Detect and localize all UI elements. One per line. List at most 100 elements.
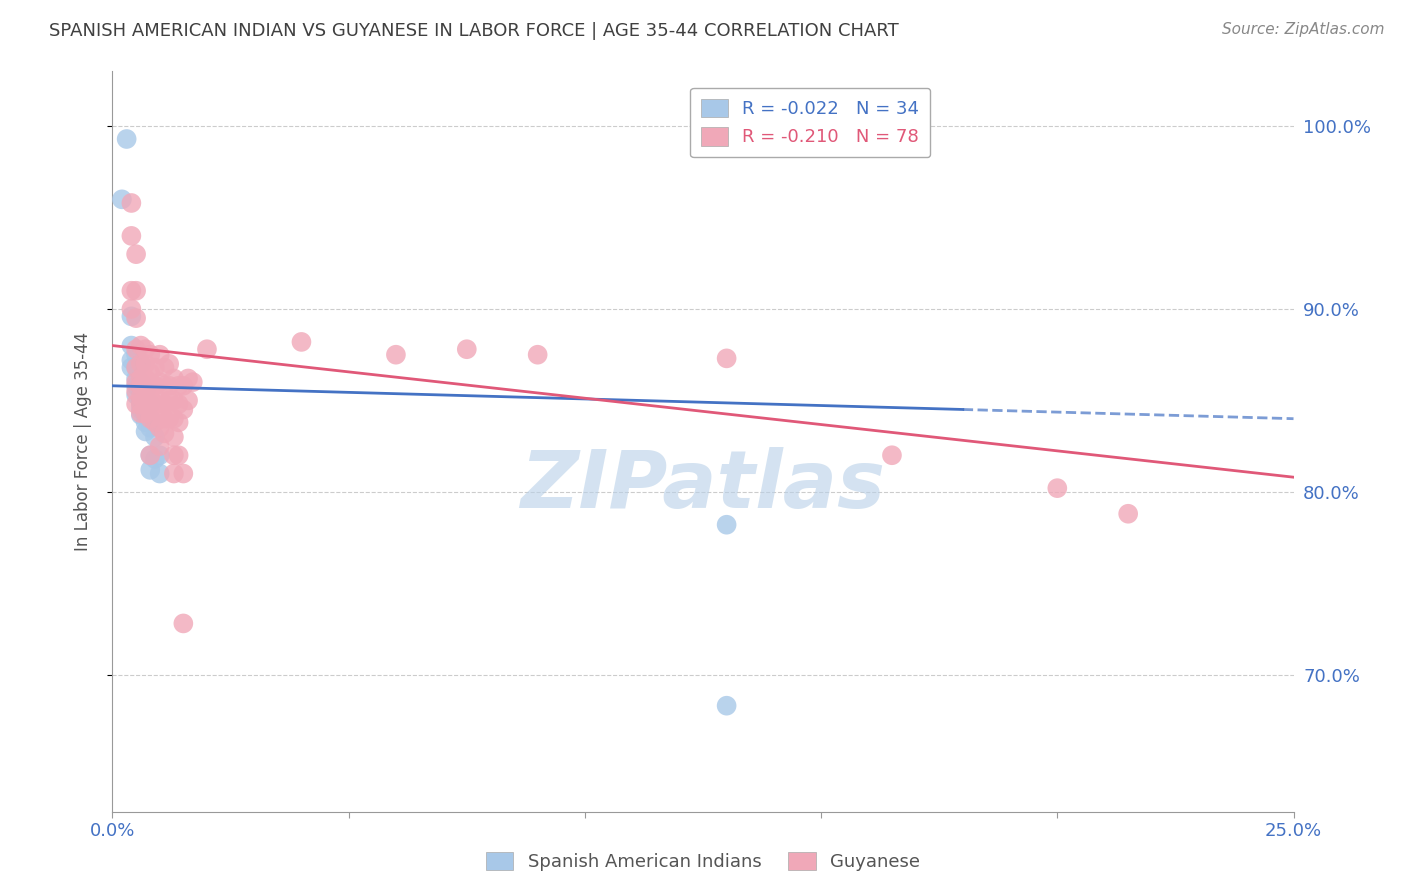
- Point: [149, 393, 172, 408]
- Point: [139, 402, 162, 417]
- Point: [143, 397, 166, 411]
- Point: [167, 448, 190, 462]
- Point: [157, 357, 180, 371]
- Point: [115, 132, 138, 146]
- Point: [129, 371, 152, 385]
- Text: ZIPatlas: ZIPatlas: [520, 447, 886, 525]
- Point: [149, 348, 172, 362]
- Point: [153, 397, 176, 411]
- Point: [129, 406, 152, 420]
- Point: [163, 467, 186, 481]
- Point: [129, 390, 152, 404]
- Point: [172, 378, 194, 392]
- Point: [120, 310, 142, 324]
- Point: [157, 393, 180, 408]
- Point: [125, 384, 148, 399]
- Point: [149, 421, 172, 435]
- Point: [157, 411, 180, 425]
- Point: [120, 196, 142, 211]
- Point: [149, 439, 172, 453]
- Point: [172, 402, 194, 417]
- Point: [880, 448, 903, 462]
- Point: [135, 343, 157, 357]
- Point: [125, 343, 148, 357]
- Point: [120, 228, 142, 243]
- Point: [129, 393, 152, 408]
- Point: [149, 467, 172, 481]
- Point: [129, 408, 152, 422]
- Point: [163, 448, 186, 462]
- Point: [181, 375, 204, 389]
- Point: [129, 378, 152, 392]
- Point: [135, 371, 157, 385]
- Point: [135, 393, 157, 408]
- Point: [195, 343, 218, 357]
- Point: [120, 353, 142, 368]
- Point: [129, 357, 152, 371]
- Point: [135, 357, 157, 371]
- Point: [120, 284, 142, 298]
- Point: [290, 334, 312, 349]
- Point: [172, 467, 194, 481]
- Point: [163, 430, 186, 444]
- Point: [167, 415, 190, 429]
- Point: [167, 397, 190, 411]
- Point: [139, 448, 162, 462]
- Point: [167, 378, 190, 392]
- Point: [135, 381, 157, 395]
- Point: [153, 360, 176, 375]
- Point: [120, 338, 142, 352]
- Point: [526, 348, 548, 362]
- Point: [129, 338, 152, 352]
- Point: [716, 351, 738, 366]
- Point: [139, 421, 162, 435]
- Y-axis label: In Labor Force | Age 35-44: In Labor Force | Age 35-44: [73, 332, 91, 551]
- Point: [125, 284, 148, 298]
- Point: [125, 397, 148, 411]
- Point: [135, 384, 157, 399]
- Point: [177, 393, 200, 408]
- Point: [139, 390, 162, 404]
- Legend: R = -0.022   N = 34, R = -0.210   N = 78: R = -0.022 N = 34, R = -0.210 N = 78: [690, 87, 931, 157]
- Point: [149, 448, 172, 462]
- Point: [143, 451, 166, 466]
- Point: [129, 375, 152, 389]
- Point: [135, 415, 157, 429]
- Point: [135, 390, 157, 404]
- Point: [125, 311, 148, 326]
- Point: [139, 348, 162, 362]
- Point: [125, 360, 148, 375]
- Point: [157, 378, 180, 392]
- Legend: Spanish American Indians, Guyanese: Spanish American Indians, Guyanese: [479, 845, 927, 879]
- Point: [143, 378, 166, 392]
- Point: [139, 378, 162, 392]
- Point: [163, 411, 186, 425]
- Point: [125, 378, 148, 392]
- Point: [129, 357, 152, 371]
- Point: [163, 371, 186, 385]
- Point: [135, 406, 157, 420]
- Point: [129, 397, 152, 411]
- Point: [125, 247, 148, 261]
- Point: [120, 301, 142, 316]
- Point: [129, 397, 152, 411]
- Point: [1116, 507, 1139, 521]
- Text: SPANISH AMERICAN INDIAN VS GUYANESE IN LABOR FORCE | AGE 35-44 CORRELATION CHART: SPANISH AMERICAN INDIAN VS GUYANESE IN L…: [49, 22, 898, 40]
- Point: [143, 360, 166, 375]
- Point: [172, 616, 194, 631]
- Point: [125, 371, 148, 385]
- Point: [143, 415, 166, 429]
- Point: [125, 375, 148, 389]
- Point: [153, 426, 176, 441]
- Point: [153, 411, 176, 425]
- Point: [135, 399, 157, 413]
- Point: [149, 406, 172, 420]
- Point: [139, 366, 162, 380]
- Point: [716, 517, 738, 532]
- Point: [456, 343, 478, 357]
- Point: [385, 348, 408, 362]
- Point: [163, 393, 186, 408]
- Point: [139, 463, 162, 477]
- Point: [125, 360, 148, 375]
- Point: [139, 411, 162, 425]
